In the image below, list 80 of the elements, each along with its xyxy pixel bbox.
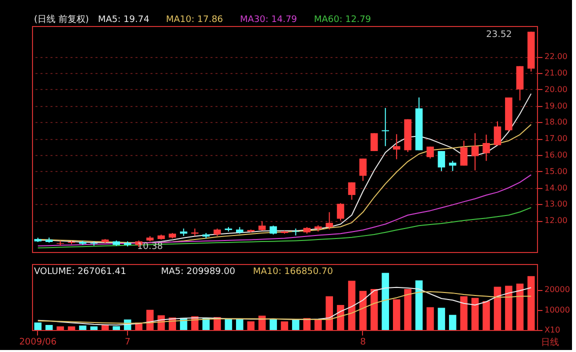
candlestick [348,182,356,200]
x-tick-label: 2009/06 [19,338,57,348]
line-series [37,207,532,248]
candlestick [336,202,344,222]
bar [415,280,423,330]
bar [292,320,300,330]
bar [280,321,288,330]
bar [449,314,456,330]
annotation: 10.38 [137,242,164,252]
candlestick [191,228,198,236]
bar [45,324,53,330]
bar [382,272,390,330]
x-tick-label: 7 [124,338,130,348]
y-tick-label: 21.00 [544,68,568,78]
candlestick [494,120,502,146]
y-tick-label: 20.00 [544,84,568,94]
text: MA30: 14.79 [240,15,298,25]
candlestick [516,66,524,101]
bar [56,326,64,330]
annotation: VOLUME: 267061.41 [34,267,126,277]
y-tick-label: 19.00 [544,101,568,110]
bar [68,326,76,330]
bar [348,280,356,330]
y-tick-label: 10000 [544,305,570,314]
candlestick [359,158,367,182]
text: MA5: 19.74 [98,15,150,25]
bar [314,320,322,330]
text: 日线 [541,337,559,348]
text: MA10: 166850.70 [253,267,334,277]
bar [392,299,400,330]
y-tick-label: 15.00 [544,166,568,176]
candlestick [392,134,400,160]
x-tick-label: 8 [360,338,366,348]
bar [102,324,109,330]
y-tick-label: 13.00 [544,200,568,209]
annotation: 23.52 [486,30,512,40]
candlestick [449,160,456,172]
y-tick-label: 14.00 [544,183,568,192]
bar [438,308,446,330]
bar [482,301,490,330]
bar [370,289,378,330]
candlestick [471,132,479,171]
chart-title: (日线 前复权) [34,14,89,25]
candlestick [426,146,434,160]
bar [426,307,434,330]
candlestick [438,150,446,172]
y-tick-label: X10 [544,326,560,334]
bar [258,316,266,330]
bar [471,298,479,330]
y-tick-label: 18.00 [544,118,568,127]
text: MA10: 17.86 [166,15,224,25]
y-tick-label: 17.00 [544,134,568,144]
bar [460,296,468,330]
candlestick [326,212,333,230]
candlestick [460,140,468,166]
text: MA60: 12.79 [314,15,372,25]
bar [79,326,86,330]
bar [494,286,502,330]
bar [270,318,277,330]
text: MA5: 209989.00 [161,267,236,277]
bar [236,318,244,330]
candlestick [482,134,490,162]
candlestick [258,220,266,232]
bar [505,286,512,330]
bar [326,296,333,330]
bar [359,290,367,330]
bar [34,322,42,330]
bar [527,276,535,330]
y-tick-label: 20000 [544,285,570,294]
candlestick [382,107,390,147]
bar [112,326,120,330]
y-tick-label: 16.00 [544,150,568,160]
y-tick-label: 12.00 [544,216,568,226]
bar [90,326,98,330]
candlestick [370,132,378,152]
bar [224,318,232,330]
bar [516,284,524,330]
bar [404,289,412,330]
y-tick-label: 22.00 [544,52,568,62]
bar [247,321,255,330]
